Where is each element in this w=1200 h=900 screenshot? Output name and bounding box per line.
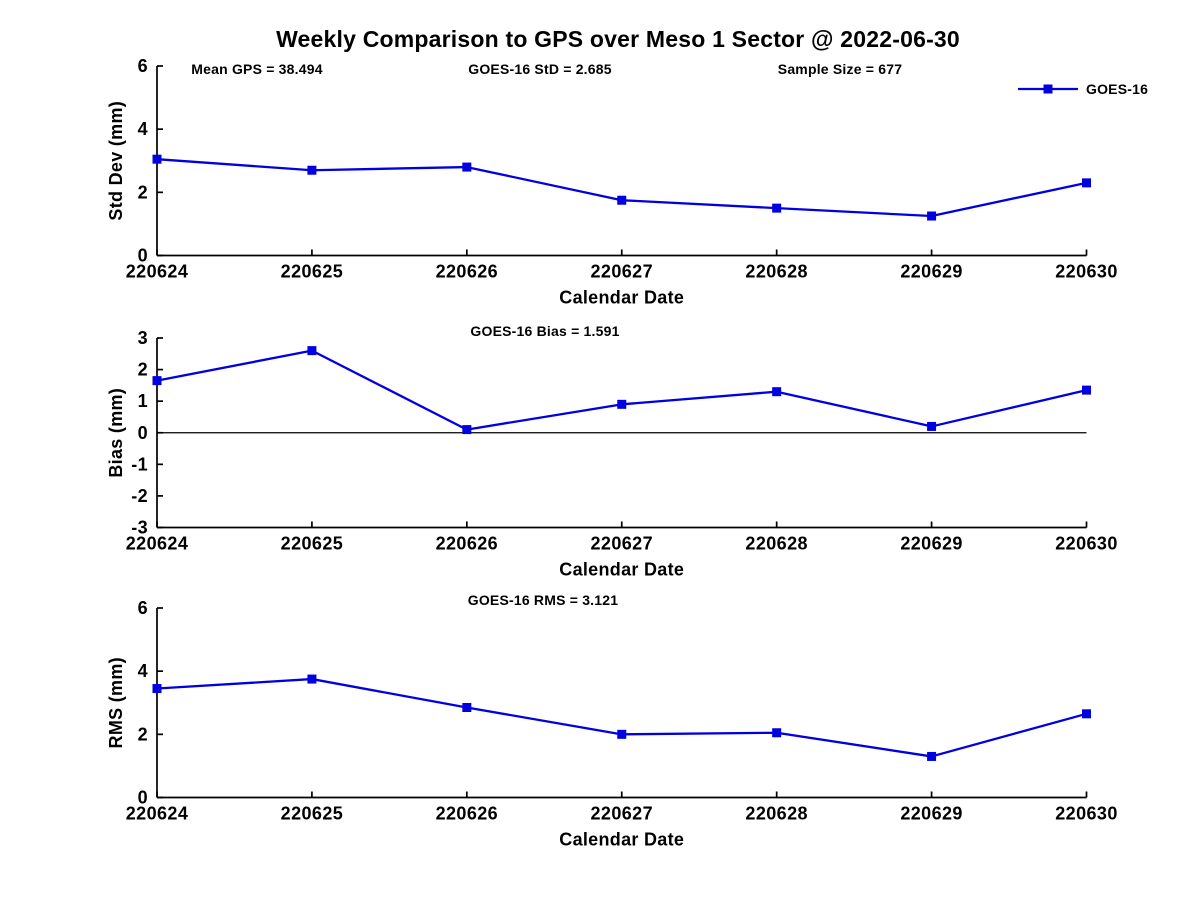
x-tick-label: 220627: [591, 534, 653, 554]
y-tick-label: -2: [131, 486, 148, 506]
y-tick-label: 0: [138, 423, 148, 443]
subplot-rms: 0 2 4 6 220624 220625 220626 220627 220628 220629…: [106, 592, 1117, 850]
data-point-marker: [152, 154, 162, 164]
x-tick-label: 220630: [1055, 804, 1117, 824]
figure-title: Weekly Comparison to GPS over Meso 1 Sec…: [276, 26, 960, 52]
x-tick-label: 220627: [591, 804, 653, 824]
x-tick-label: 220627: [591, 262, 653, 282]
y-tick-label: -3: [131, 518, 148, 538]
x-tick-label: 220625: [281, 262, 343, 282]
data-point-marker: [927, 421, 937, 431]
data-point-marker: [617, 399, 627, 409]
x-tick-label: 220624: [126, 262, 188, 282]
y-tick-label: 0: [138, 246, 148, 266]
x-tick-label: 220626: [436, 534, 498, 554]
x-tick-label: 220625: [281, 804, 343, 824]
y-tick-label: 2: [138, 182, 148, 202]
x-tick-label: 220630: [1055, 534, 1117, 554]
data-point-marker: [1082, 385, 1091, 395]
data-point-marker: [927, 751, 937, 761]
data-point-marker: [617, 729, 627, 739]
x-tick-label: 220624: [126, 804, 188, 824]
y-tick-label: -1: [131, 454, 148, 474]
y-tick-label: 4: [138, 661, 148, 681]
data-point-marker: [617, 195, 627, 205]
annotation: Sample Size = 677: [778, 61, 902, 77]
x-tick-label: 220626: [436, 262, 498, 282]
legend-marker: [1043, 84, 1053, 94]
x-tick-label: 220629: [900, 534, 962, 554]
data-point-marker: [462, 702, 472, 712]
y-tick-label: 3: [138, 328, 148, 348]
data-point-marker: [307, 674, 317, 684]
series-line-goes16: [156, 158, 1087, 218]
x-tick-label: 220628: [745, 262, 807, 282]
data-point-marker: [462, 162, 472, 172]
y-axis-title: Std Dev (mm): [106, 101, 126, 221]
y-tick-label: 2: [138, 724, 148, 744]
x-axis-title: Calendar Date: [559, 560, 684, 580]
series-line-goes16: [156, 349, 1087, 431]
x-tick-label: 220624: [126, 534, 188, 554]
x-tick-label: 220625: [281, 534, 343, 554]
data-point-marker: [1082, 178, 1091, 188]
data-point-marker: [307, 346, 317, 356]
data-point-marker: [772, 203, 782, 213]
subplot-bias: -3 -2 -1 0 1 2 3 220624 220625 220626 220627 220628…: [106, 323, 1117, 580]
data-point-marker: [462, 425, 472, 435]
y-axis-title: Bias (mm): [106, 388, 126, 478]
data-point-marker: [927, 211, 937, 221]
legend: GOES-16: [1018, 81, 1148, 97]
data-point-marker: [152, 376, 162, 386]
x-axis-title: Calendar Date: [559, 830, 684, 850]
annotation: GOES-16 Bias = 1.591: [470, 323, 619, 339]
data-point-marker: [772, 387, 782, 397]
y-tick-label: 6: [138, 598, 148, 618]
x-tick-label: 220626: [436, 804, 498, 824]
annotation: GOES-16 RMS = 3.121: [468, 592, 618, 608]
x-axis-title: Calendar Date: [559, 288, 684, 308]
legend-label: GOES-16: [1086, 81, 1148, 97]
y-tick-label: 4: [138, 119, 148, 139]
y-tick-label: 0: [138, 788, 148, 808]
data-point-marker: [307, 165, 317, 175]
annotation: GOES-16 StD = 2.685: [468, 61, 611, 77]
annotation: Mean GPS = 38.494: [191, 61, 322, 77]
y-tick-label: 1: [138, 391, 148, 411]
y-tick-label: 6: [138, 56, 148, 76]
y-axis-title: RMS (mm): [106, 657, 126, 748]
y-tick-label: 2: [138, 360, 148, 380]
x-tick-label: 220630: [1055, 262, 1117, 282]
x-tick-label: 220629: [900, 262, 962, 282]
series-line-goes16: [156, 677, 1087, 758]
subplot-std-dev: 0 2 4 6 220624 220625 220626 220627 220628 220629…: [106, 56, 1117, 308]
data-point-marker: [152, 684, 162, 694]
data-point-marker: [1082, 709, 1091, 719]
x-tick-label: 220629: [900, 804, 962, 824]
x-tick-label: 220628: [745, 804, 807, 824]
x-tick-label: 220628: [745, 534, 807, 554]
data-point-marker: [772, 728, 782, 738]
